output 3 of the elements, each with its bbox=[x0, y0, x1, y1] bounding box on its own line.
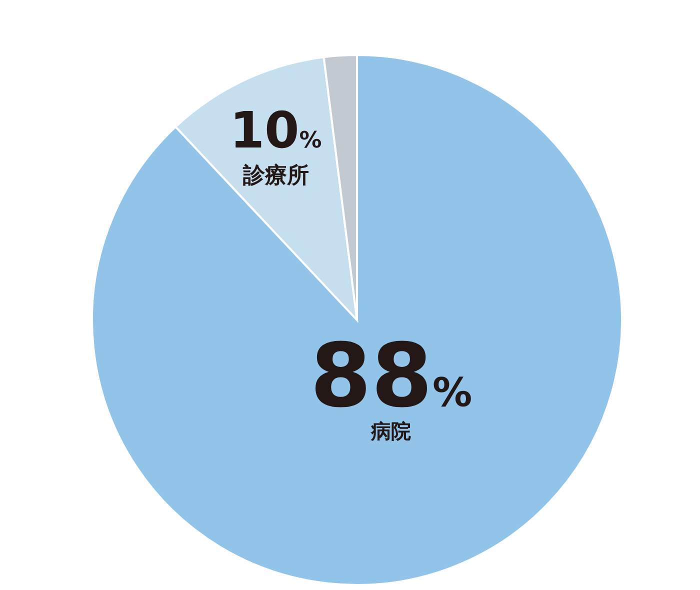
pie-slice bbox=[91, 54, 623, 586]
slice-label: 診療所 bbox=[242, 162, 309, 189]
data-label: 10% bbox=[230, 101, 322, 160]
